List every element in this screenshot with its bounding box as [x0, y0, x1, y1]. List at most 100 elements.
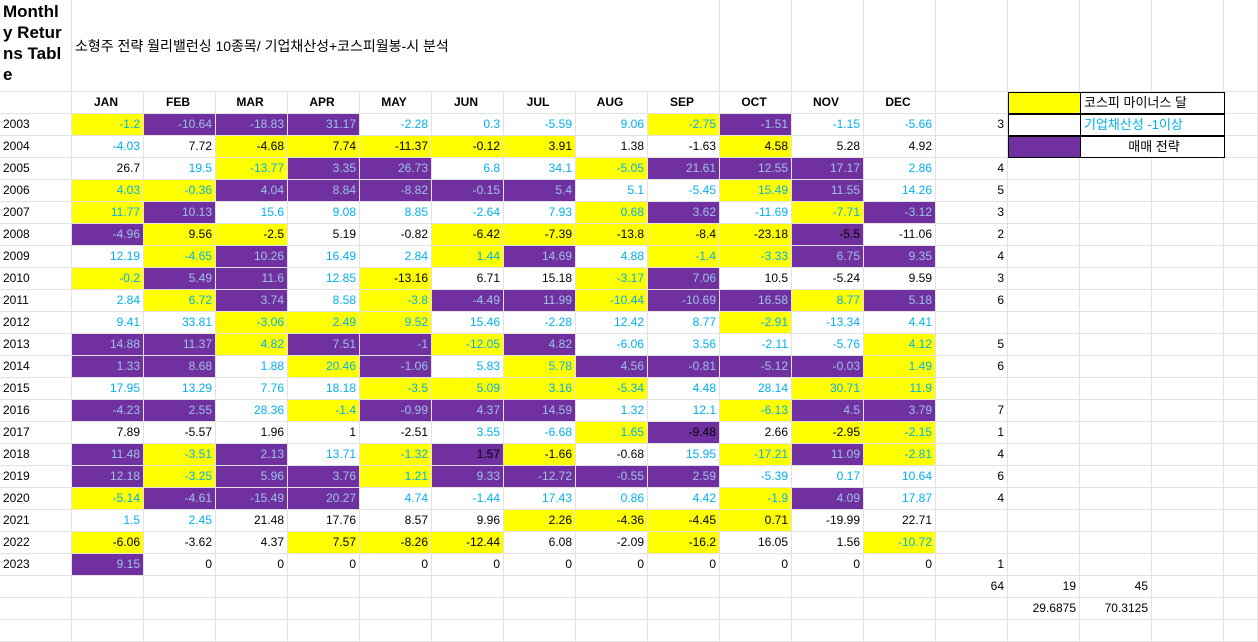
empty-cell[interactable]: [1080, 378, 1152, 400]
return-cell[interactable]: -1.66: [504, 444, 576, 466]
return-cell[interactable]: 15.18: [504, 268, 576, 290]
return-cell[interactable]: 12.85: [288, 268, 360, 290]
return-cell[interactable]: -4.03: [72, 136, 144, 158]
return-cell[interactable]: -15.49: [216, 488, 288, 510]
empty-cell[interactable]: [1224, 202, 1258, 224]
empty-cell[interactable]: [1224, 246, 1258, 268]
return-cell[interactable]: 28.14: [720, 378, 792, 400]
return-cell[interactable]: -2.51: [360, 422, 432, 444]
month-header[interactable]: FEB: [144, 92, 216, 114]
empty-cell[interactable]: [360, 598, 432, 620]
sheet-title[interactable]: Monthly Returns Table: [0, 0, 72, 92]
return-cell[interactable]: -1.9: [720, 488, 792, 510]
empty-cell[interactable]: [1224, 378, 1258, 400]
return-cell[interactable]: -1.15: [792, 114, 864, 136]
return-cell[interactable]: 3.56: [648, 334, 720, 356]
return-cell[interactable]: 6.75: [792, 246, 864, 268]
return-cell[interactable]: 3.74: [216, 290, 288, 312]
return-cell[interactable]: 7.51: [288, 334, 360, 356]
empty-cell[interactable]: [1224, 136, 1258, 158]
year-label[interactable]: 2006: [0, 180, 72, 202]
return-cell[interactable]: -4.96: [72, 224, 144, 246]
return-cell[interactable]: 0: [864, 554, 936, 576]
empty-cell[interactable]: [144, 620, 216, 642]
month-header[interactable]: JAN: [72, 92, 144, 114]
count-cell[interactable]: 2: [936, 224, 1008, 246]
empty-cell[interactable]: [1224, 510, 1258, 532]
return-cell[interactable]: 11.6: [216, 268, 288, 290]
empty-cell[interactable]: [1152, 620, 1224, 642]
count-cell[interactable]: 4: [936, 246, 1008, 268]
empty-cell[interactable]: [72, 620, 144, 642]
return-cell[interactable]: 1.21: [360, 466, 432, 488]
return-cell[interactable]: -5.45: [648, 180, 720, 202]
return-cell[interactable]: 34.1: [504, 158, 576, 180]
empty-cell[interactable]: [1080, 356, 1152, 378]
total-count[interactable]: 64: [936, 576, 1008, 598]
empty-cell[interactable]: [936, 620, 1008, 642]
empty-cell[interactable]: [0, 620, 72, 642]
empty-cell[interactable]: [1008, 180, 1080, 202]
return-cell[interactable]: 2.84: [360, 246, 432, 268]
return-cell[interactable]: 6.72: [144, 290, 216, 312]
return-cell[interactable]: 0: [432, 554, 504, 576]
empty-cell[interactable]: [1080, 554, 1152, 576]
empty-cell[interactable]: [864, 576, 936, 598]
empty-cell[interactable]: [792, 598, 864, 620]
empty-cell[interactable]: [1224, 158, 1258, 180]
empty-cell[interactable]: [288, 576, 360, 598]
return-cell[interactable]: -17.21: [720, 444, 792, 466]
return-cell[interactable]: -1.4: [288, 400, 360, 422]
return-cell[interactable]: 4.82: [504, 334, 576, 356]
return-cell[interactable]: 0: [360, 554, 432, 576]
empty-cell[interactable]: [1152, 378, 1224, 400]
empty-cell[interactable]: [1008, 510, 1080, 532]
return-cell[interactable]: 2.84: [72, 290, 144, 312]
year-label[interactable]: 2011: [0, 290, 72, 312]
return-cell[interactable]: 9.15: [72, 554, 144, 576]
month-header[interactable]: NOV: [792, 92, 864, 114]
return-cell[interactable]: -6.06: [576, 334, 648, 356]
return-cell[interactable]: -0.15: [432, 180, 504, 202]
empty-cell[interactable]: [72, 576, 144, 598]
return-cell[interactable]: 14.59: [504, 400, 576, 422]
return-cell[interactable]: -3.25: [144, 466, 216, 488]
return-cell[interactable]: 4.09: [792, 488, 864, 510]
month-header[interactable]: AUG: [576, 92, 648, 114]
return-cell[interactable]: 11.9: [864, 378, 936, 400]
return-cell[interactable]: 1.57: [432, 444, 504, 466]
empty-cell[interactable]: [432, 598, 504, 620]
return-cell[interactable]: -4.36: [576, 510, 648, 532]
return-cell[interactable]: -2.5: [216, 224, 288, 246]
return-cell[interactable]: 26.7: [72, 158, 144, 180]
return-cell[interactable]: 1.49: [864, 356, 936, 378]
return-cell[interactable]: 4.42: [648, 488, 720, 510]
return-cell[interactable]: -3.62: [144, 532, 216, 554]
count-cell[interactable]: 4: [936, 444, 1008, 466]
return-cell[interactable]: -10.64: [144, 114, 216, 136]
return-cell[interactable]: 11.48: [72, 444, 144, 466]
empty-cell[interactable]: [1008, 466, 1080, 488]
return-cell[interactable]: 5.09: [432, 378, 504, 400]
empty-cell[interactable]: [1080, 180, 1152, 202]
empty-cell[interactable]: [1224, 554, 1258, 576]
count-cell[interactable]: 3: [936, 202, 1008, 224]
return-cell[interactable]: 10.13: [144, 202, 216, 224]
return-cell[interactable]: -1.44: [432, 488, 504, 510]
return-cell[interactable]: 7.72: [144, 136, 216, 158]
year-label[interactable]: 2020: [0, 488, 72, 510]
empty-cell[interactable]: [1008, 158, 1080, 180]
month-header[interactable]: MAY: [360, 92, 432, 114]
return-cell[interactable]: -0.81: [648, 356, 720, 378]
return-cell[interactable]: -4.68: [216, 136, 288, 158]
return-cell[interactable]: 4.12: [864, 334, 936, 356]
empty-cell[interactable]: [792, 620, 864, 642]
return-cell[interactable]: 3.16: [504, 378, 576, 400]
empty-cell[interactable]: [1224, 114, 1258, 136]
return-cell[interactable]: 6.08: [504, 532, 576, 554]
empty-cell[interactable]: [1008, 444, 1080, 466]
return-cell[interactable]: 4.48: [648, 378, 720, 400]
empty-cell[interactable]: [216, 576, 288, 598]
return-cell[interactable]: 15.95: [648, 444, 720, 466]
count-cell[interactable]: 3: [936, 268, 1008, 290]
